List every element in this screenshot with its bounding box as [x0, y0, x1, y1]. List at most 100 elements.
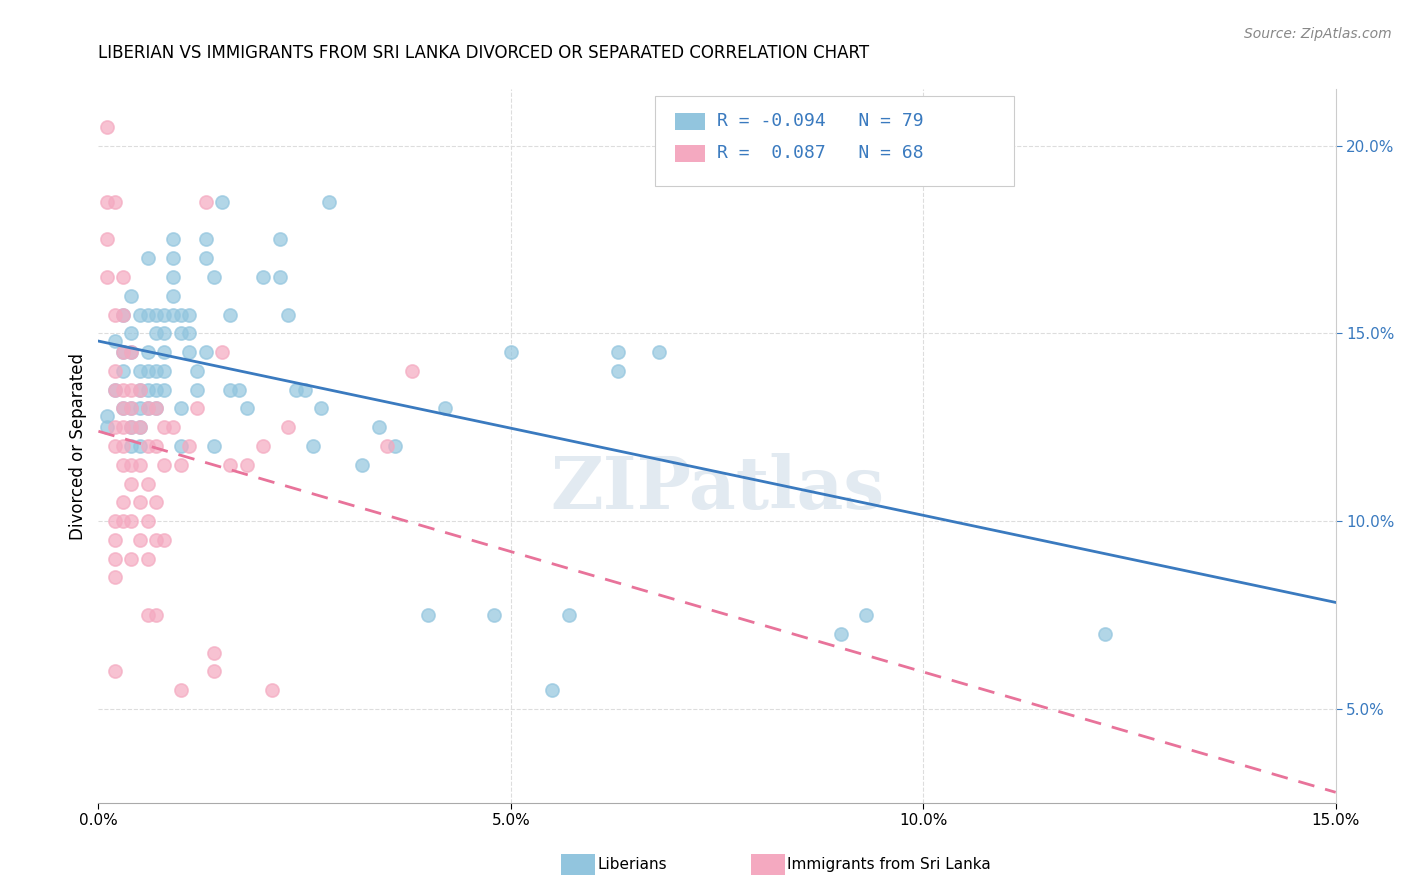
Point — [128, 495, 150, 509]
Point — [162, 270, 184, 285]
Point — [162, 308, 184, 322]
Point — [541, 683, 564, 698]
Point — [120, 401, 142, 416]
Point — [104, 308, 127, 322]
Point — [153, 533, 176, 547]
Point — [128, 401, 150, 416]
Point — [302, 439, 325, 453]
Point — [104, 194, 127, 209]
Point — [367, 420, 389, 434]
Point — [236, 401, 259, 416]
Point — [136, 476, 159, 491]
Point — [236, 458, 259, 472]
Point — [120, 326, 142, 341]
FancyBboxPatch shape — [675, 112, 704, 130]
Point — [170, 458, 193, 472]
Point — [153, 308, 176, 322]
Point — [104, 665, 127, 679]
Point — [194, 345, 217, 359]
Point — [96, 232, 118, 246]
Point — [162, 251, 184, 265]
Point — [219, 458, 242, 472]
Point — [252, 270, 274, 285]
Point — [96, 194, 118, 209]
Point — [128, 308, 150, 322]
Point — [855, 607, 877, 622]
Point — [120, 420, 142, 434]
Point — [269, 232, 291, 246]
Point — [120, 345, 142, 359]
Point — [170, 439, 193, 453]
Point — [219, 383, 242, 397]
Point — [112, 514, 135, 528]
Point — [120, 439, 142, 453]
Point — [128, 420, 150, 434]
Point — [179, 439, 201, 453]
Point — [162, 232, 184, 246]
Point — [128, 364, 150, 378]
Point — [162, 420, 184, 434]
FancyBboxPatch shape — [675, 145, 704, 162]
Point — [211, 194, 233, 209]
Point — [120, 458, 142, 472]
Text: Liberians: Liberians — [598, 857, 668, 871]
Text: Source: ZipAtlas.com: Source: ZipAtlas.com — [1244, 27, 1392, 41]
Point — [352, 458, 374, 472]
Point — [136, 251, 159, 265]
Point — [128, 439, 150, 453]
Point — [607, 364, 630, 378]
Point — [104, 439, 127, 453]
Point — [830, 627, 852, 641]
Text: R =  0.087   N = 68: R = 0.087 N = 68 — [717, 145, 924, 162]
Point — [112, 345, 135, 359]
Point — [202, 270, 225, 285]
Point — [104, 383, 127, 397]
Point — [145, 401, 167, 416]
Point — [153, 420, 176, 434]
Point — [120, 401, 142, 416]
Point — [145, 308, 167, 322]
Point — [252, 439, 274, 453]
Text: Immigrants from Sri Lanka: Immigrants from Sri Lanka — [787, 857, 991, 871]
Point — [120, 420, 142, 434]
Point — [557, 607, 579, 622]
Point — [648, 345, 671, 359]
Text: R = -0.094   N = 79: R = -0.094 N = 79 — [717, 112, 924, 130]
Point — [136, 607, 159, 622]
Point — [112, 420, 135, 434]
Point — [112, 270, 135, 285]
Point — [96, 420, 118, 434]
Point — [153, 458, 176, 472]
Point — [96, 270, 118, 285]
Point — [179, 326, 201, 341]
Point — [186, 383, 208, 397]
Point — [112, 364, 135, 378]
Point — [145, 439, 167, 453]
Point — [136, 551, 159, 566]
Point — [112, 345, 135, 359]
Point — [145, 364, 167, 378]
Point — [145, 495, 167, 509]
Point — [112, 401, 135, 416]
Point — [145, 326, 167, 341]
Point — [179, 345, 201, 359]
Point — [194, 251, 217, 265]
Point — [401, 364, 423, 378]
Point — [179, 308, 201, 322]
Point — [136, 401, 159, 416]
Point — [120, 289, 142, 303]
Point — [202, 439, 225, 453]
Point — [153, 383, 176, 397]
Point — [145, 401, 167, 416]
Point — [104, 570, 127, 584]
Point — [128, 420, 150, 434]
Point — [120, 345, 142, 359]
Point — [170, 308, 193, 322]
Point — [120, 551, 142, 566]
Point — [953, 157, 976, 171]
Point — [128, 458, 150, 472]
Point — [375, 439, 398, 453]
Point — [112, 439, 135, 453]
Point — [112, 495, 135, 509]
Point — [194, 194, 217, 209]
